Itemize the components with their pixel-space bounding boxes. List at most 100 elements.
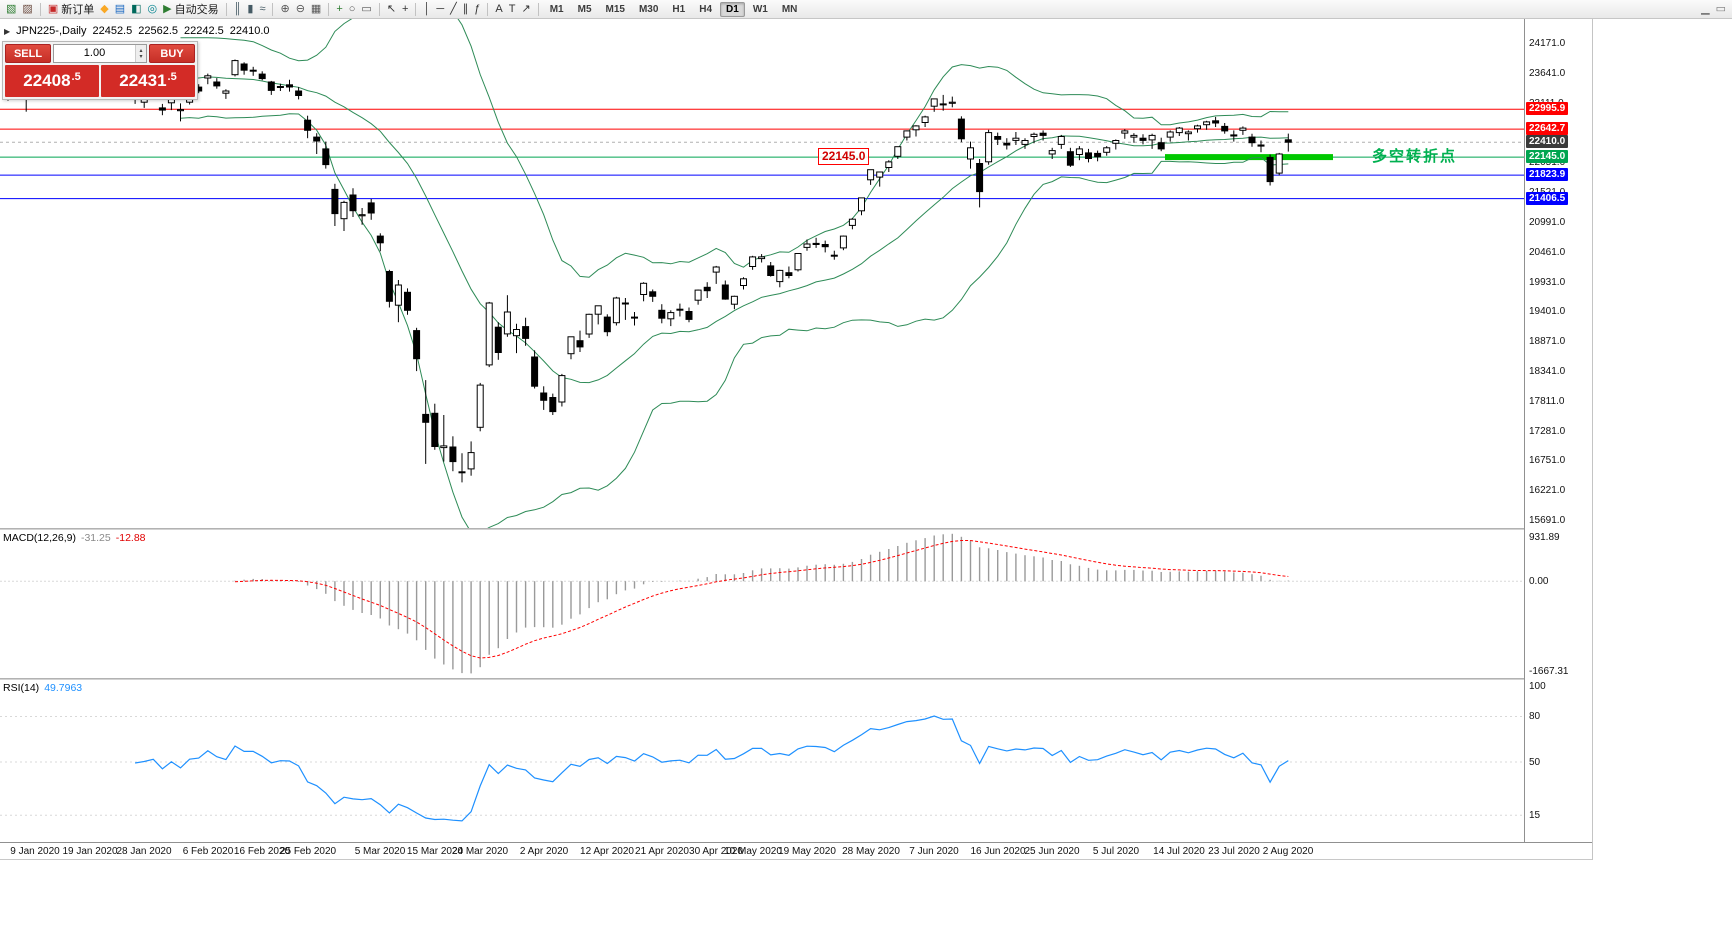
sell-price-fraction: .5 bbox=[71, 71, 81, 83]
sell-button[interactable]: SELL bbox=[5, 44, 51, 63]
timeframe-m5-button[interactable]: M5 bbox=[577, 3, 592, 15]
price-axis[interactable]: 24171.023641.023111.022581.022051.021521… bbox=[1524, 19, 1592, 859]
price-chart-pane[interactable] bbox=[0, 19, 1524, 528]
timeframe-m30-button[interactable]: M30 bbox=[638, 3, 659, 15]
zoom-out-icon[interactable]: ⊖ bbox=[293, 1, 308, 18]
bollinger-upper-band bbox=[180, 19, 1289, 278]
candlestick-chart-icon[interactable]: ▮ bbox=[244, 1, 256, 18]
window-restore-icon[interactable]: ▭ bbox=[1713, 1, 1729, 18]
pane-splitter[interactable] bbox=[0, 528, 1592, 530]
price-axis-label: 23641.0 bbox=[1529, 68, 1566, 79]
price-line-badge: 22995.9 bbox=[1526, 102, 1569, 115]
market-watch-icon: ▤ bbox=[114, 2, 126, 15]
price-line-badge: 21406.5 bbox=[1526, 192, 1569, 205]
timeframe-d1-button[interactable]: D1 bbox=[720, 1, 745, 17]
text-icon[interactable]: A bbox=[492, 1, 505, 18]
new-order-button[interactable]: ▣ 新订单 bbox=[45, 1, 97, 18]
zoom-in-icon[interactable]: ⊕ bbox=[277, 1, 292, 18]
arrows-icon[interactable]: ↗ bbox=[518, 1, 533, 18]
fibonacci-icon[interactable]: ƒ bbox=[471, 1, 483, 18]
rsi-axis-label: 50 bbox=[1529, 757, 1541, 768]
macd-histogram bbox=[234, 533, 1290, 674]
timeframe-h4-button[interactable]: H4 bbox=[699, 3, 713, 15]
cursor-icon[interactable]: ↖ bbox=[384, 1, 399, 18]
rsi-line bbox=[135, 715, 1289, 822]
tile-windows-icon[interactable]: ▦ bbox=[308, 1, 324, 18]
chart-window-bottom-edge bbox=[0, 859, 1592, 860]
date-axis-label: 30 Apr 2020 bbox=[689, 846, 743, 857]
timeframe-h1-button[interactable]: H1 bbox=[672, 3, 686, 15]
one-click-trading-panel: SELL 1.00 ▴ ▾ BUY 22408 .5 22431 .5 bbox=[2, 41, 198, 100]
indicators-icon[interactable]: + bbox=[333, 1, 345, 18]
pane-splitter[interactable] bbox=[0, 678, 1592, 680]
rsi-pane[interactable] bbox=[0, 680, 1524, 841]
crosshair-icon[interactable]: + bbox=[399, 1, 411, 18]
toolbar-separator bbox=[378, 2, 380, 16]
indicators-icon: + bbox=[336, 2, 343, 15]
label-icon[interactable]: T bbox=[506, 1, 519, 18]
text-icon: A bbox=[495, 2, 503, 15]
timeframe-w1-button[interactable]: W1 bbox=[752, 3, 768, 15]
buy-price-display[interactable]: 22431 .5 bbox=[101, 65, 195, 97]
new-chart-icon[interactable]: ▧ bbox=[3, 1, 19, 18]
date-axis-label: 19 May 2020 bbox=[778, 846, 836, 857]
date-axis-label: 28 May 2020 bbox=[842, 846, 900, 857]
profiles-icon[interactable]: ▨ bbox=[19, 1, 35, 18]
date-axis-label: 5 Jul 2020 bbox=[1092, 846, 1140, 857]
ohlc-open: 22452.5 bbox=[92, 25, 133, 37]
periods-icon[interactable]: ○ bbox=[346, 1, 359, 18]
rsi-indicator-label: RSI(14) 49.7963 bbox=[3, 682, 82, 694]
date-axis-label: 7 Jun 2020 bbox=[909, 846, 959, 857]
chart-annotation-text[interactable]: 多空转折点 bbox=[1372, 148, 1458, 165]
price-axis-label: 20461.0 bbox=[1529, 247, 1566, 258]
autotrading-icon: ▶ bbox=[163, 2, 172, 15]
date-axis-label: 23 Jul 2020 bbox=[1208, 846, 1260, 857]
autotrading-button-label: 自动交易 bbox=[174, 4, 219, 16]
line-chart-icon[interactable]: ≈ bbox=[256, 1, 268, 18]
macd-pane[interactable] bbox=[0, 530, 1524, 678]
macd-axis-label: -1667.31 bbox=[1529, 666, 1569, 677]
bar-chart-icon[interactable]: ║ bbox=[231, 1, 245, 18]
horizontal-line-icon[interactable]: ─ bbox=[433, 1, 447, 18]
green-band-object[interactable] bbox=[1165, 154, 1333, 161]
date-axis-label: 5 Mar 2020 bbox=[354, 846, 406, 857]
toolbar-separator bbox=[225, 2, 227, 16]
volume-value[interactable]: 1.00 bbox=[83, 47, 106, 59]
price-level-floating-label[interactable]: 22145.0 bbox=[818, 148, 870, 165]
price-axis-label: 24171.0 bbox=[1529, 38, 1566, 49]
templates-icon: ▭ bbox=[361, 2, 372, 15]
timeframe-mn-button[interactable]: MN bbox=[781, 3, 798, 15]
ohlc-close: 22410.0 bbox=[229, 25, 270, 37]
symbol-period-label: JPN225-,Daily bbox=[16, 25, 87, 37]
strategy-tester-icon[interactable]: ◎ bbox=[145, 1, 161, 18]
toolbar: ▧ ▨ ▣ 新订单 ◆ ▤ ◧ ◎ ▶ 自动交易 ║ ▮ ≈ ⊕ ⊖ ▦ + ○ ▭ ↖ + │ ─ ╱ ∥ ƒ A T ↗ M1 M5 M1… bbox=[0, 0, 1732, 19]
buy-button[interactable]: BUY bbox=[149, 44, 195, 63]
window-restore-icon: ▭ bbox=[1715, 2, 1726, 15]
trendline-icon[interactable]: ╱ bbox=[447, 1, 460, 18]
volume-spinner[interactable]: ▴ ▾ bbox=[135, 45, 146, 62]
window-minimize-icon[interactable]: ▁ bbox=[1698, 1, 1712, 18]
date-axis-label: 25 Feb 2020 bbox=[279, 846, 337, 857]
channel-icon: ∥ bbox=[462, 2, 469, 15]
toolbar-separator bbox=[272, 2, 274, 16]
volume-input[interactable]: 1.00 ▴ ▾ bbox=[53, 44, 147, 63]
sell-price-display[interactable]: 22408 .5 bbox=[5, 65, 99, 97]
time-axis[interactable]: 9 Jan 2020 19 Jan 2020 28 Jan 2020 6 Feb 20… bbox=[0, 842, 1592, 859]
candlestick-chart-icon: ▮ bbox=[247, 2, 254, 15]
spinner-down-icon[interactable]: ▾ bbox=[139, 53, 143, 60]
price-line-badge: 22642.7 bbox=[1526, 122, 1569, 135]
vertical-line-icon[interactable]: │ bbox=[420, 1, 433, 18]
metaeditor-icon[interactable]: ◆ bbox=[97, 1, 111, 18]
price-line-badge: 22145.0 bbox=[1526, 150, 1569, 163]
templates-icon[interactable]: ▭ bbox=[358, 1, 374, 18]
market-watch-icon[interactable]: ▤ bbox=[112, 1, 128, 18]
timeframe-m1-button[interactable]: M1 bbox=[549, 3, 564, 15]
channel-icon[interactable]: ∥ bbox=[460, 1, 472, 18]
price-axis-label: 18871.0 bbox=[1529, 336, 1566, 347]
data-window-icon[interactable]: ◧ bbox=[128, 1, 144, 18]
autotrading-button[interactable]: ▶ 自动交易 bbox=[160, 1, 221, 18]
one-click-panel-toggle-icon[interactable]: ▶ bbox=[4, 26, 11, 36]
toolbar-separator bbox=[39, 2, 41, 16]
timeframe-m15-button[interactable]: M15 bbox=[605, 3, 625, 15]
spinner-up-icon[interactable]: ▴ bbox=[139, 47, 143, 54]
